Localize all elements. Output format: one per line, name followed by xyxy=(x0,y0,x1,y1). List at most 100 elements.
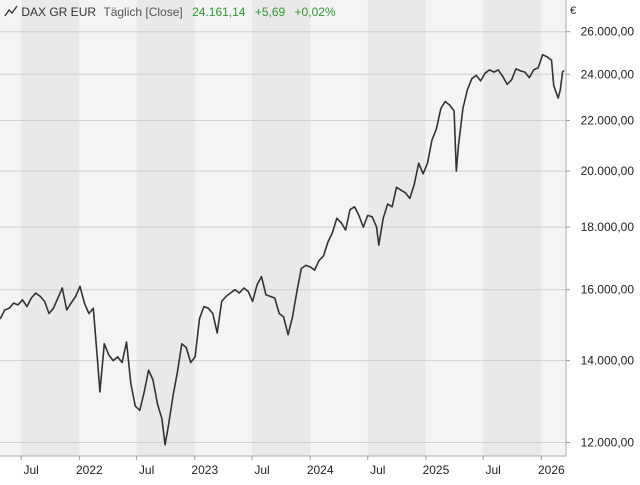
x-tick-label: Jul xyxy=(370,463,385,477)
line-series-icon xyxy=(4,5,18,17)
y-tick-label: 20.000,00 xyxy=(581,164,635,178)
data-point xyxy=(48,312,50,315)
data-point xyxy=(422,173,424,175)
data-point xyxy=(553,84,555,87)
data-point xyxy=(559,89,561,91)
time-band xyxy=(541,0,566,456)
y-tick-label: 18.000,00 xyxy=(581,220,635,234)
data-point xyxy=(484,72,486,74)
data-point xyxy=(488,69,491,71)
data-point xyxy=(557,97,559,99)
interval-label: Täglich [Close] xyxy=(103,5,183,19)
data-point xyxy=(0,318,1,320)
data-point xyxy=(99,391,101,393)
data-point xyxy=(291,316,294,318)
data-point xyxy=(234,289,236,291)
data-point xyxy=(300,267,302,270)
data-point xyxy=(519,70,522,72)
data-point xyxy=(455,170,457,172)
data-point xyxy=(8,307,10,309)
x-tick-label: Jul xyxy=(254,463,269,477)
data-point xyxy=(475,74,477,76)
data-point xyxy=(336,217,338,219)
data-point xyxy=(26,305,28,308)
data-point xyxy=(371,216,373,218)
y-tick-label: 26.000,00 xyxy=(581,25,635,39)
data-point xyxy=(190,361,192,364)
time-band xyxy=(194,0,253,456)
y-tick-label: 12.000,00 xyxy=(581,436,635,450)
data-point xyxy=(83,302,86,304)
data-point xyxy=(362,226,364,228)
chart-header: DAX GR EUR Täglich [Close] 24.161,14 +5,… xyxy=(4,4,336,20)
data-point xyxy=(152,379,154,381)
data-point xyxy=(79,285,81,287)
data-point xyxy=(252,300,254,303)
data-point xyxy=(112,360,114,362)
x-tick-label: 2026 xyxy=(538,463,565,477)
data-point xyxy=(331,232,333,234)
currency-label: € xyxy=(570,5,577,17)
data-point xyxy=(413,183,415,186)
data-point xyxy=(524,71,526,73)
data-point xyxy=(17,304,19,306)
data-point xyxy=(550,59,553,61)
data-point xyxy=(296,290,298,292)
data-point xyxy=(143,391,145,393)
data-point xyxy=(274,297,276,299)
data-point xyxy=(435,128,437,130)
data-point xyxy=(247,290,249,292)
data-point xyxy=(453,110,455,112)
y-tick-label: 14.000,00 xyxy=(581,354,635,368)
data-point xyxy=(391,206,393,208)
data-point xyxy=(35,292,37,294)
data-point xyxy=(121,361,123,364)
data-point xyxy=(375,226,378,228)
data-point xyxy=(305,264,307,266)
data-point xyxy=(61,287,63,289)
data-point xyxy=(88,312,90,315)
data-point xyxy=(444,100,446,103)
data-point xyxy=(457,144,460,146)
data-point xyxy=(161,418,163,420)
instrument-name: DAX GR EUR xyxy=(21,5,97,19)
data-point xyxy=(471,78,473,80)
data-point xyxy=(181,343,183,345)
data-point xyxy=(515,68,517,70)
data-point xyxy=(327,241,329,243)
data-point xyxy=(176,371,178,373)
data-point xyxy=(349,209,351,211)
data-point xyxy=(395,186,398,188)
data-point xyxy=(221,300,223,303)
data-point xyxy=(493,71,495,73)
data-point xyxy=(265,294,267,296)
data-point xyxy=(269,295,271,297)
data-point xyxy=(382,217,384,219)
data-point xyxy=(194,356,196,358)
data-point xyxy=(340,222,342,224)
data-point xyxy=(409,197,411,199)
data-point xyxy=(511,79,513,81)
data-point xyxy=(117,356,119,358)
data-point xyxy=(103,343,105,345)
last-value: 24.161,14 xyxy=(192,5,246,19)
data-point xyxy=(563,70,565,72)
data-point xyxy=(172,395,174,397)
data-point xyxy=(216,332,218,334)
data-point xyxy=(74,295,77,297)
y-tick-label: 22.000,00 xyxy=(581,113,635,127)
y-tick-label: 24.000,00 xyxy=(581,67,635,81)
data-point xyxy=(278,312,280,315)
data-point xyxy=(164,444,166,446)
data-point xyxy=(449,104,451,106)
x-tick-label: 2024 xyxy=(307,463,334,477)
data-point xyxy=(314,269,316,271)
data-point xyxy=(466,89,468,91)
data-point xyxy=(287,334,289,336)
time-band xyxy=(425,0,484,456)
data-point xyxy=(358,214,360,217)
x-tick-label: 2022 xyxy=(76,463,103,477)
data-point xyxy=(134,405,136,407)
data-point xyxy=(542,54,544,56)
